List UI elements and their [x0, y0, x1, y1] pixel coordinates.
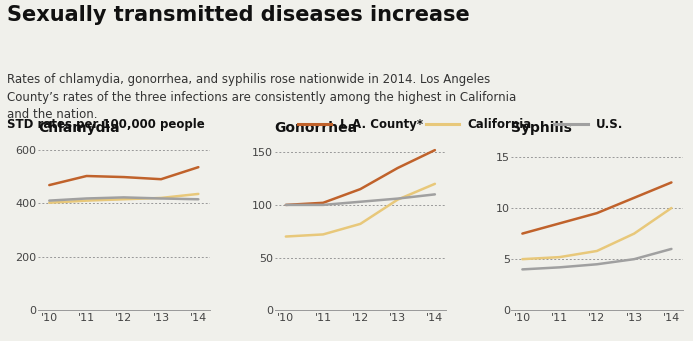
Text: Syphilis: Syphilis — [511, 121, 572, 135]
Text: STD rates per 100,000 people: STD rates per 100,000 people — [7, 118, 204, 131]
Text: L.A. County*: L.A. County* — [340, 118, 423, 131]
Text: Gonorrhea: Gonorrhea — [274, 121, 358, 135]
Text: Rates of chlamydia, gonorrhea, and syphilis rose nationwide in 2014. Los Angeles: Rates of chlamydia, gonorrhea, and syphi… — [7, 73, 516, 121]
Text: U.S.: U.S. — [596, 118, 624, 131]
Text: Sexually transmitted diseases increase: Sexually transmitted diseases increase — [7, 5, 470, 25]
Text: California: California — [468, 118, 532, 131]
Text: Chlamydia: Chlamydia — [38, 121, 120, 135]
